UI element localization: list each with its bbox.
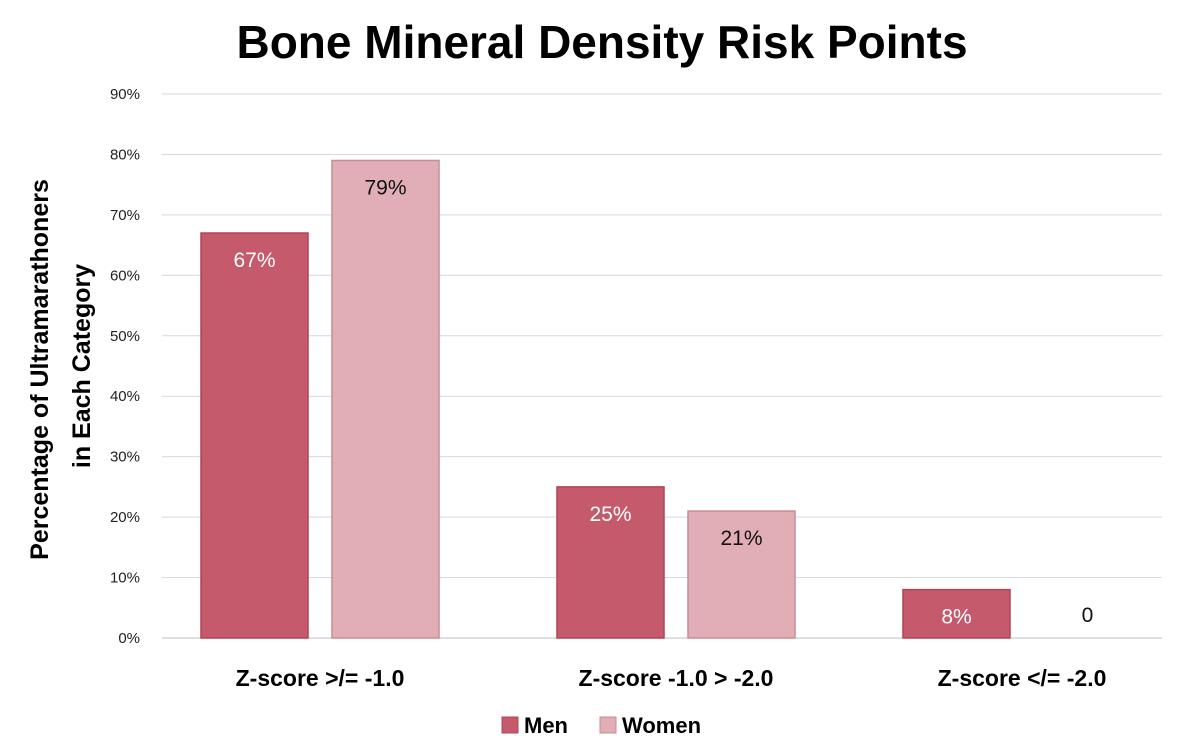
gridlines [162,93,1162,639]
y-axis-ticks: 0% 10% 20% 30% 40% 50% 60% 70% 80% 90% [110,86,140,647]
y-tick-label: 30% [110,449,140,466]
legend-label-men: Men [524,713,568,738]
y-tick-label: 90% [110,86,140,103]
data-label: 25% [589,503,631,526]
y-tick-label: 0% [118,630,140,647]
legend-swatch-men [501,716,519,734]
y-tick-label: 80% [110,146,140,163]
x-category-label: Z-score -1.0 > -2.0 [579,665,774,691]
data-label: 21% [720,527,762,550]
data-label: 79% [364,176,406,199]
legend-label-women: Women [622,713,701,738]
data-label: 67% [233,249,275,272]
y-tick-label: 20% [110,509,140,526]
bar-women [331,159,440,639]
bars [200,159,1011,639]
y-tick-label: 70% [110,207,140,224]
x-category-label: Z-score </= -2.0 [938,665,1107,691]
bar-men [200,232,309,639]
y-tick-label: 10% [110,570,140,587]
bar-women [687,510,796,639]
x-axis-categories: Z-score >/= -1.0 Z-score -1.0 > -2.0 Z-sco… [236,665,1107,691]
y-tick-label: 60% [110,267,140,284]
data-label: 8% [941,606,971,629]
y-tick-label: 40% [110,388,140,405]
chart-title: Bone Mineral Density Risk Points [236,16,967,68]
y-axis-label: Percentage of Ultramarathoners in Each C… [26,172,96,560]
data-labels: 67% 79% 25% 21% 8% 0 [233,176,1093,628]
data-label: 0 [1082,604,1094,627]
y-axis-label-line-1: Percentage of Ultramarathoners [26,179,54,560]
y-axis-label-line-2: in Each Category [68,264,96,468]
bar-men [556,486,665,639]
bar-men [902,588,1011,639]
y-tick-label: 50% [110,328,140,345]
x-category-label: Z-score >/= -1.0 [236,665,405,691]
legend: Men Women [501,713,701,738]
legend-swatch-women [599,716,617,734]
